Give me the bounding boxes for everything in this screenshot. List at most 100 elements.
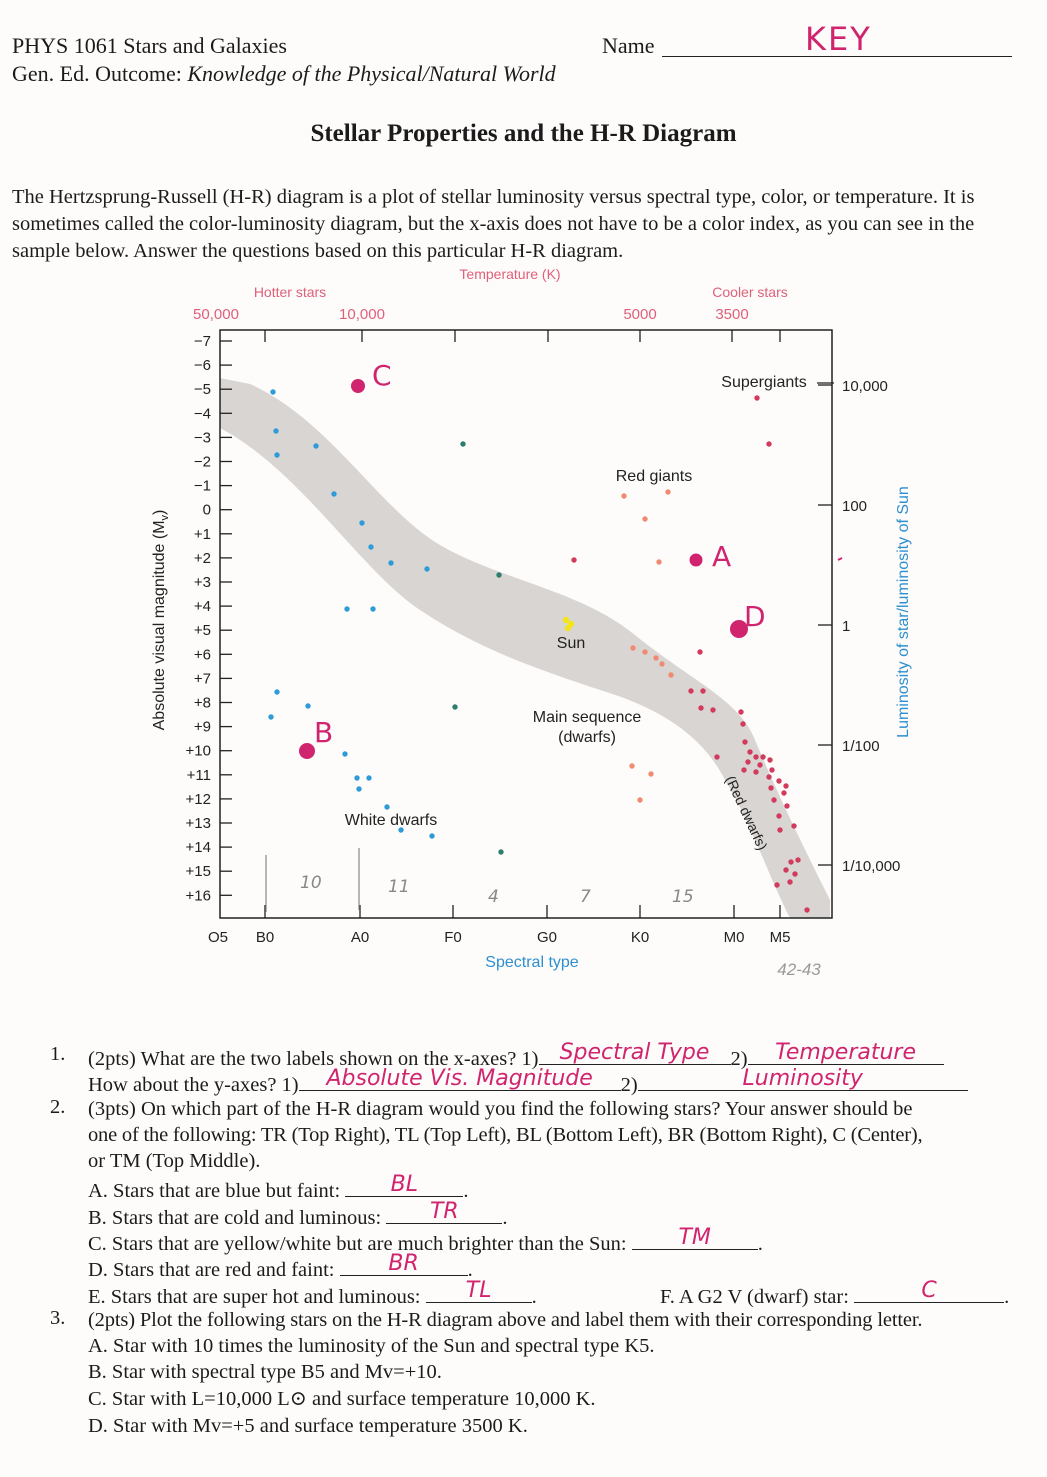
q2-d-answer[interactable]: BR bbox=[339, 1251, 468, 1276]
letter-c: C bbox=[372, 359, 392, 392]
outcome-label: Gen. Ed. Outcome: bbox=[12, 61, 182, 86]
star-dot bbox=[766, 774, 772, 780]
white-dwarfs-label: White dwarfs bbox=[345, 812, 437, 829]
q2-b-answer[interactable]: TR bbox=[386, 1199, 503, 1224]
star-dot bbox=[795, 857, 801, 863]
mag-tick-label: −7 bbox=[194, 333, 211, 350]
mag-tick-label: −5 bbox=[194, 381, 211, 398]
q2-f-answer[interactable]: C bbox=[854, 1278, 1005, 1303]
mag-tick-label: +1 bbox=[194, 526, 211, 543]
star-dot bbox=[354, 775, 360, 781]
handwritten-count-1: 10 bbox=[300, 873, 322, 893]
q1-answer-3[interactable]: Absolute Vis. Magnitude bbox=[298, 1066, 621, 1091]
star-dot bbox=[784, 803, 790, 809]
star-dot bbox=[331, 491, 337, 497]
star-dot bbox=[424, 566, 430, 572]
star-dot bbox=[753, 754, 759, 760]
mag-tick-label: +8 bbox=[194, 695, 211, 712]
q2-b-answer-text: TR bbox=[429, 1199, 459, 1224]
star-dot bbox=[274, 689, 280, 695]
q1-answer-4[interactable]: Luminosity bbox=[637, 1066, 968, 1091]
star-dot bbox=[745, 759, 751, 765]
star-dot bbox=[630, 645, 636, 651]
mag-tick-label: +11 bbox=[187, 767, 211, 784]
star-dot bbox=[305, 703, 311, 709]
star-dot bbox=[700, 688, 706, 694]
mag-tick-label: +6 bbox=[194, 646, 211, 663]
star-dot bbox=[562, 616, 570, 624]
mag-tick-label: −6 bbox=[194, 357, 211, 374]
star-dot bbox=[742, 739, 748, 745]
handwritten-count-2: 11 bbox=[388, 877, 410, 897]
page-reference: 42-43 bbox=[777, 960, 821, 979]
q1-answer-2[interactable]: Temperature bbox=[747, 1040, 944, 1065]
page-title: Stellar Properties and the H-R Diagram bbox=[310, 120, 737, 147]
star-dot bbox=[757, 762, 763, 768]
spec-tick-label: M0 bbox=[724, 929, 745, 946]
red-giants-label: Red giants bbox=[616, 468, 693, 485]
lum-tick-label: 1 bbox=[842, 618, 850, 635]
star-dot bbox=[359, 520, 365, 526]
q1-answer-1[interactable]: Spectral Type bbox=[538, 1040, 731, 1065]
mag-tick-label: +15 bbox=[186, 863, 211, 880]
star-dot bbox=[429, 833, 435, 839]
main-sequence-band bbox=[220, 378, 830, 918]
star-dot bbox=[273, 428, 279, 434]
temp-tick-label: 5000 bbox=[623, 306, 656, 323]
mag-tick-label: +9 bbox=[194, 719, 211, 736]
letter-b: B bbox=[314, 716, 333, 749]
q2-c-answer[interactable]: TM bbox=[631, 1225, 758, 1250]
intro-paragraph: The Hertzsprung-Russell (H-R) diagram is… bbox=[12, 186, 975, 262]
sun-label: Sun bbox=[557, 635, 585, 652]
star-dot bbox=[656, 559, 662, 565]
q1-sep2: 2) bbox=[620, 1074, 638, 1096]
q2-a-answer[interactable]: BL bbox=[345, 1172, 464, 1197]
spec-tick-label: K0 bbox=[631, 929, 649, 946]
q1-answer-3-text: Absolute Vis. Magnitude bbox=[326, 1066, 593, 1091]
star-dot bbox=[760, 754, 766, 760]
star-dot bbox=[776, 778, 782, 784]
star-dot bbox=[665, 489, 671, 495]
lum-tick-label: 1/10,000 bbox=[842, 858, 900, 875]
q2-e-answer[interactable]: TL bbox=[425, 1278, 532, 1303]
star-dot bbox=[767, 757, 773, 763]
q1-answer-1-text: Spectral Type bbox=[559, 1040, 710, 1065]
star-dot bbox=[268, 714, 274, 720]
plotted-star-d bbox=[730, 620, 748, 638]
handwritten-count-4: 7 bbox=[580, 887, 591, 907]
outcome-text: Knowledge of the Physical/Natural World bbox=[187, 61, 556, 86]
spectral-type-axis-title: Spectral type bbox=[485, 954, 578, 971]
q1-line1: (2pts) What are the two labels shown on … bbox=[88, 1040, 944, 1072]
q2-f-text: F. A G2 V (dwarf) star: bbox=[660, 1286, 849, 1308]
mag-tick-label: +3 bbox=[194, 574, 211, 591]
mag-tick-label: 0 bbox=[203, 502, 211, 519]
star-dot bbox=[274, 452, 280, 458]
temp-tick-label: 3500 bbox=[715, 306, 748, 323]
star-dot bbox=[741, 767, 747, 773]
spec-tick-label: G0 bbox=[537, 929, 557, 946]
q1-answer-2-text: Temperature bbox=[775, 1040, 917, 1065]
q3-d: D. Star with Mv=+5 and surface temperatu… bbox=[88, 1415, 528, 1437]
q3-number: 3. bbox=[50, 1307, 66, 1329]
star-dot bbox=[791, 823, 797, 829]
star-dot bbox=[496, 572, 502, 578]
star-dot bbox=[768, 785, 774, 791]
star-dot bbox=[629, 763, 635, 769]
q1-line2-text: How about the y-axes? 1) bbox=[88, 1074, 299, 1096]
star-dot bbox=[747, 749, 753, 755]
mag-tick-label: +7 bbox=[194, 670, 211, 687]
star-dot bbox=[777, 827, 783, 833]
mag-tick-label: +13 bbox=[186, 815, 211, 832]
q3-c: C. Star with L=10,000 L⊙ and surface tem… bbox=[88, 1388, 596, 1410]
mag-tick-label: +14 bbox=[186, 839, 211, 856]
q2-e-answer-text: TL bbox=[465, 1278, 492, 1303]
main-sequence-label: Main sequence bbox=[533, 709, 642, 726]
star-dot bbox=[774, 882, 780, 888]
plotted-star-a bbox=[689, 553, 703, 567]
handwritten-dividers bbox=[265, 848, 360, 912]
supergiants-label: Supergiants bbox=[721, 374, 806, 391]
handwritten-count-5: 15 bbox=[672, 887, 694, 907]
star-dot bbox=[783, 783, 789, 789]
star-dot bbox=[787, 879, 793, 885]
q1-answer-4-text: Luminosity bbox=[742, 1066, 863, 1091]
